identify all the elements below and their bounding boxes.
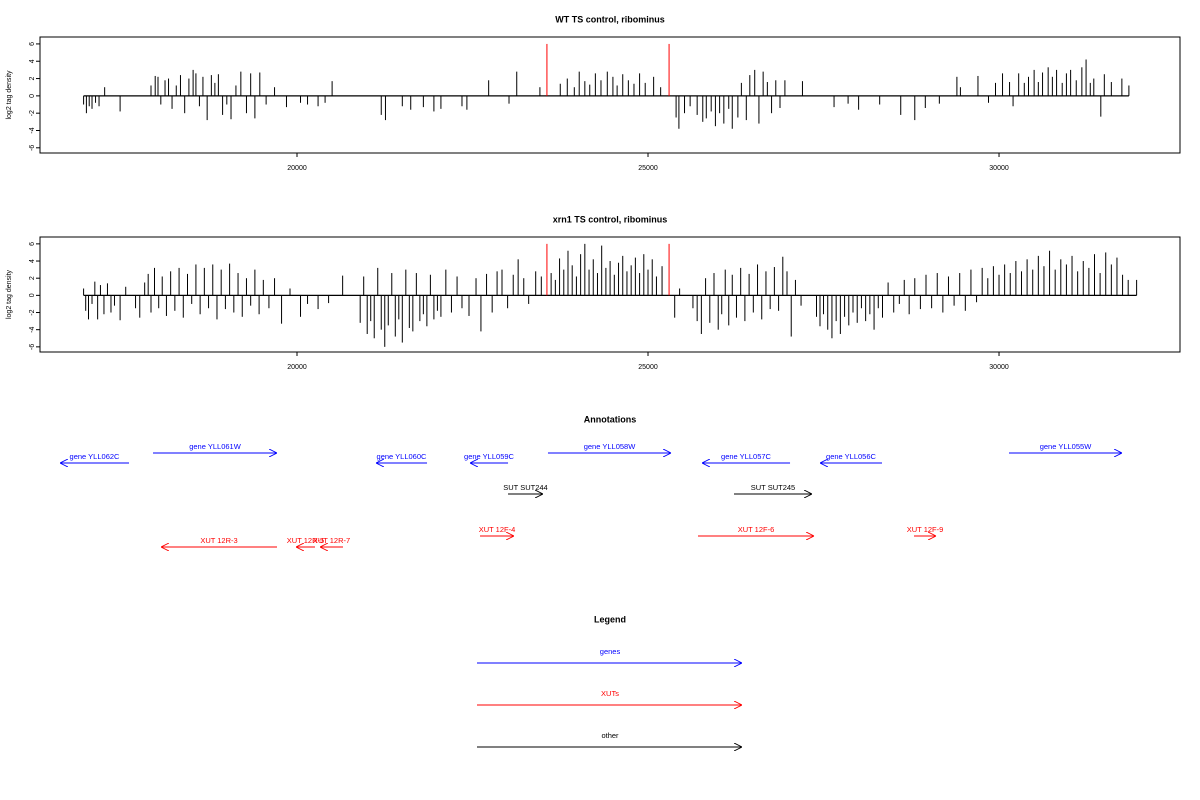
legend-label: other [601,731,619,740]
x-tick-label: 30000 [989,165,1009,172]
y-tick-label: -2 [29,110,36,116]
y-tick-label: 0 [29,94,36,98]
x-tick-label: 20000 [287,364,307,371]
plot-frame [39,36,1181,154]
y-axis-label: log2 tag density [6,70,13,120]
legend-title: Legend [594,614,626,624]
y-tick-label: 2 [29,276,36,280]
feature-label: XUT 12F-9 [907,525,944,534]
x-tick-label: 25000 [638,364,658,371]
feature-label: gene YLL060C [377,452,427,461]
y-tick-label: 4 [29,259,36,263]
plot-frame [39,236,1181,353]
y-tick-label: 2 [29,77,36,81]
feature-label: gene YLL062C [70,452,120,461]
feature-label: SUT SUT244 [503,483,547,492]
y-tick-label: -6 [29,344,36,350]
legend-label: XUTs [601,689,619,698]
y-tick-label: 4 [29,59,36,63]
y-tick-label: 0 [29,293,36,297]
feature-label: gene YLL058W [584,442,636,451]
feature-label: SUT SUT245 [751,483,795,492]
y-tick-label: -6 [29,145,36,151]
chart-title: WT TS control, ribominus [555,14,665,24]
feature-label: gene YLL056C [826,452,876,461]
feature-label: XUT 12F-6 [738,525,775,534]
chart-title: xrn1 TS control, ribominus [553,214,668,224]
feature-label: gene YLL057C [721,452,771,461]
feature-label: gene YLL059C [464,452,514,461]
y-tick-label: 6 [29,242,36,246]
y-tick-label: -2 [29,309,36,315]
feature-label: XUT 12F-4 [479,525,516,534]
feature-label: XUT 12R-5 [287,536,324,545]
x-tick-label: 25000 [638,165,658,172]
x-tick-label: 30000 [989,364,1009,371]
y-tick-label: -4 [29,326,36,332]
feature-label: gene YLL055W [1040,442,1092,451]
y-axis-label: log2 tag density [6,269,13,319]
feature-label: XUT 12R-7 [313,536,350,545]
x-tick-label: 20000 [287,165,307,172]
feature-label: gene YLL061W [189,442,241,451]
feature-label: XUT 12R-3 [200,536,237,545]
legend-label: genes [600,647,621,656]
y-tick-label: -4 [29,127,36,133]
annotations-title: Annotations [584,414,637,424]
y-tick-label: 6 [29,42,36,46]
